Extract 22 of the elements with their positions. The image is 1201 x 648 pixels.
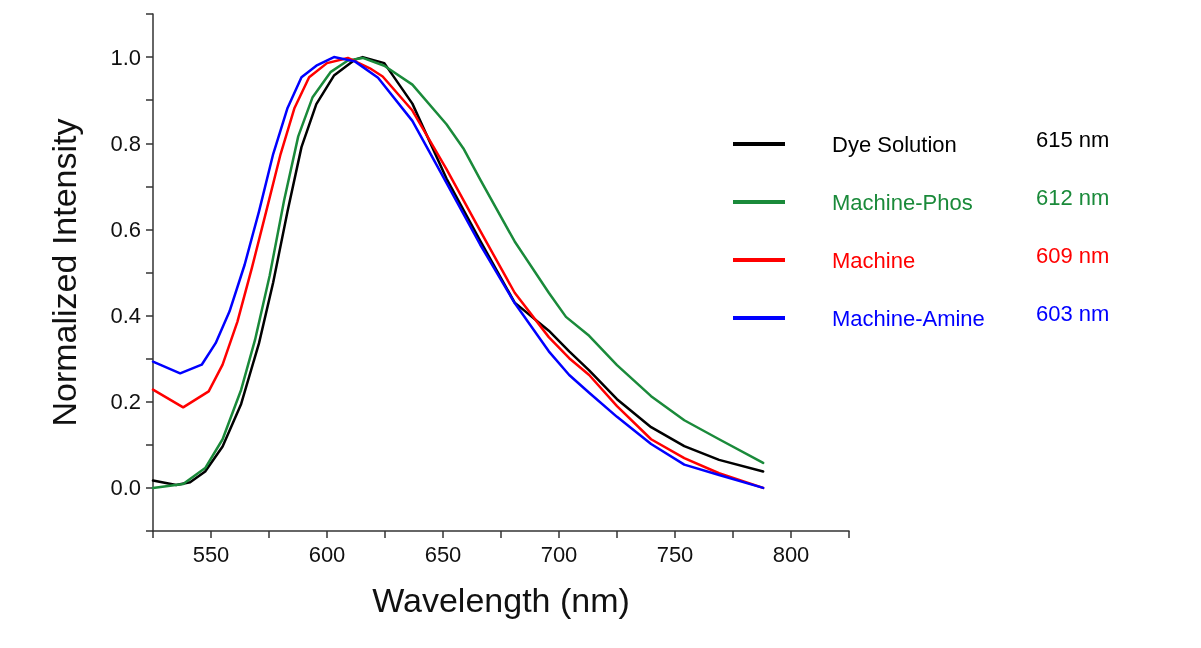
text: 615 nm bbox=[1036, 126, 1110, 152]
x-tick-label: 700 bbox=[540, 541, 578, 567]
y-tick-label: 0.8 bbox=[110, 130, 141, 156]
text: 603 nm bbox=[1036, 300, 1110, 326]
legend-label: Machine-Phos bbox=[832, 189, 973, 215]
y-axis-title: Normalized Intensity bbox=[45, 118, 83, 427]
x-axis-title: Wavelength (nm) bbox=[372, 581, 630, 619]
x-tick-label: 750 bbox=[656, 541, 694, 567]
legend-label: Machine-Amine bbox=[832, 305, 985, 331]
y-tick-label: 1.0 bbox=[110, 44, 141, 70]
legend-label: Machine bbox=[832, 247, 916, 273]
x-tick-label: 800 bbox=[772, 541, 810, 567]
text: 609 nm bbox=[1036, 242, 1110, 268]
y-tick-label: 0.0 bbox=[110, 475, 141, 501]
text: 612 nm bbox=[1036, 184, 1110, 210]
legend-label: Dye Solution bbox=[832, 131, 957, 157]
y-tick-label: 0.2 bbox=[110, 389, 141, 415]
y-tick-label: 0.6 bbox=[110, 216, 141, 242]
x-tick-label: 600 bbox=[308, 541, 346, 567]
y-tick-label: 0.4 bbox=[110, 303, 141, 329]
x-tick-label: 550 bbox=[192, 541, 230, 567]
x-tick-label: 650 bbox=[424, 541, 462, 567]
